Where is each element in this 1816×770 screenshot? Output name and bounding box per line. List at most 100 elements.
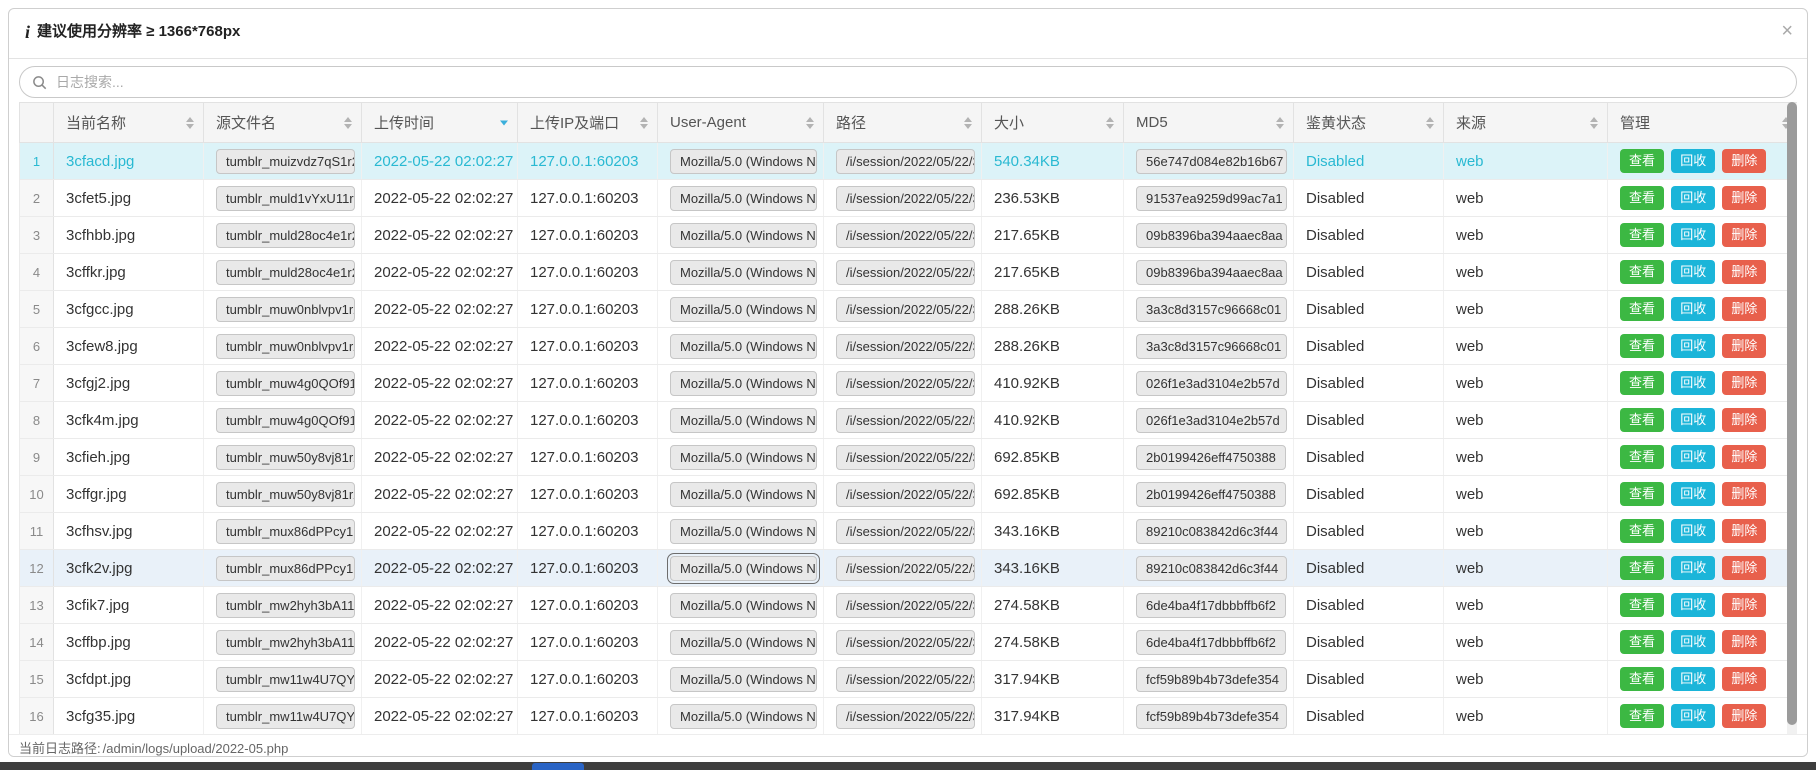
source-filename-pill[interactable]: tumblr_muizvdz7qS1r2 <box>216 148 355 174</box>
source-filename-pill[interactable]: tumblr_muw0nblvpv1r2 <box>216 333 355 359</box>
view-button[interactable]: 查看 <box>1620 186 1665 210</box>
table-scrollbar[interactable] <box>1787 102 1797 744</box>
source-filename-pill[interactable]: tumblr_muld1vYxU11r2 <box>216 185 355 211</box>
md5-pill[interactable]: fcf59b89b4b73defe354 <box>1136 666 1287 692</box>
user-agent-pill[interactable]: Mozilla/5.0 (Windows N <box>670 444 817 470</box>
user-agent-pill[interactable]: Mozilla/5.0 (Windows N <box>670 592 817 618</box>
path-pill[interactable]: /i/session/2022/05/22/3 <box>836 370 975 396</box>
table-row[interactable]: 8 3cfk4m.jpg tumblr_muw4g0QOf91r 2022-05… <box>19 401 1797 439</box>
delete-button[interactable]: 删除 <box>1722 630 1767 654</box>
md5-pill[interactable]: 89210c083842d6c3f44 <box>1136 555 1287 581</box>
recycle-button[interactable]: 回收 <box>1671 667 1716 691</box>
column-header[interactable]: 管理 <box>1607 102 1797 143</box>
delete-button[interactable]: 删除 <box>1722 334 1767 358</box>
recycle-button[interactable]: 回收 <box>1671 704 1716 728</box>
recycle-button[interactable]: 回收 <box>1671 297 1716 321</box>
scrollbar-thumb[interactable] <box>1787 102 1797 725</box>
md5-pill[interactable]: 91537ea9259d99ac7a1 <box>1136 185 1287 211</box>
source-filename-pill[interactable]: tumblr_muld28oc4e1r2 <box>216 259 355 285</box>
column-header[interactable]: 来源 <box>1443 102 1608 143</box>
view-button[interactable]: 查看 <box>1620 704 1665 728</box>
md5-pill[interactable]: 56e747d084e82b16b67 <box>1136 148 1287 174</box>
source-filename-pill[interactable]: tumblr_muw50y8vj81r2 <box>216 444 355 470</box>
user-agent-pill[interactable]: Mozilla/5.0 (Windows N <box>670 185 817 211</box>
view-button[interactable]: 查看 <box>1620 223 1665 247</box>
md5-pill[interactable]: 026f1e3ad3104e2b57d <box>1136 370 1287 396</box>
path-pill[interactable]: /i/session/2022/05/22/3 <box>836 555 975 581</box>
view-button[interactable]: 查看 <box>1620 593 1665 617</box>
table-row[interactable]: 1 3cfacd.jpg tumblr_muizvdz7qS1r2 2022-0… <box>19 142 1797 180</box>
path-pill[interactable]: /i/session/2022/05/22/3 <box>836 703 975 729</box>
table-row[interactable]: 4 3cffkr.jpg tumblr_muld28oc4e1r2 2022-0… <box>19 253 1797 291</box>
path-pill[interactable]: /i/session/2022/05/22/3 <box>836 518 975 544</box>
column-header[interactable]: User-Agent <box>657 102 824 143</box>
recycle-button[interactable]: 回收 <box>1671 519 1716 543</box>
recycle-button[interactable]: 回收 <box>1671 445 1716 469</box>
table-row[interactable]: 12 3cfk2v.jpg tumblr_mux86dPPcy1r 2022-0… <box>19 549 1797 587</box>
recycle-button[interactable]: 回收 <box>1671 186 1716 210</box>
column-header[interactable]: 大小 <box>981 102 1124 143</box>
view-button[interactable]: 查看 <box>1620 260 1665 284</box>
user-agent-pill[interactable]: Mozilla/5.0 (Windows N <box>670 407 817 433</box>
sort-icon[interactable] <box>186 116 194 129</box>
table-row[interactable]: 2 3cfet5.jpg tumblr_muld1vYxU11r2 2022-0… <box>19 179 1797 217</box>
md5-pill[interactable]: 09b8396ba394aaec8aa <box>1136 259 1287 285</box>
sort-icon[interactable] <box>1426 116 1434 129</box>
table-row[interactable]: 3 3cfhbb.jpg tumblr_muld28oc4e1r2 2022-0… <box>19 216 1797 254</box>
table-row[interactable]: 9 3cfieh.jpg tumblr_muw50y8vj81r2 2022-0… <box>19 438 1797 476</box>
column-header[interactable]: 上传时间 <box>361 102 518 143</box>
user-agent-pill[interactable]: Mozilla/5.0 (Windows N <box>670 370 817 396</box>
delete-button[interactable]: 删除 <box>1722 445 1767 469</box>
sort-desc-icon[interactable] <box>500 120 508 125</box>
user-agent-pill[interactable]: Mozilla/5.0 (Windows N <box>670 666 817 692</box>
view-button[interactable]: 查看 <box>1620 519 1665 543</box>
path-pill[interactable]: /i/session/2022/05/22/3 <box>836 592 975 618</box>
view-button[interactable]: 查看 <box>1620 371 1665 395</box>
source-filename-pill[interactable]: tumblr_muld28oc4e1r2 <box>216 222 355 248</box>
user-agent-pill[interactable]: Mozilla/5.0 (Windows N <box>670 481 817 507</box>
view-button[interactable]: 查看 <box>1620 482 1665 506</box>
table-row[interactable]: 10 3cffgr.jpg tumblr_muw50y8vj81r2 2022-… <box>19 475 1797 513</box>
md5-pill[interactable]: 2b0199426eff4750388 <box>1136 481 1286 507</box>
source-filename-pill[interactable]: tumblr_muw4g0QOf91r <box>216 407 355 433</box>
path-pill[interactable]: /i/session/2022/05/22/3 <box>836 222 975 248</box>
recycle-button[interactable]: 回收 <box>1671 371 1716 395</box>
md5-pill[interactable]: 2b0199426eff4750388 <box>1136 444 1286 470</box>
view-button[interactable]: 查看 <box>1620 556 1665 580</box>
sort-icon[interactable] <box>344 116 352 129</box>
path-pill[interactable]: /i/session/2022/05/22/3 <box>836 259 975 285</box>
delete-button[interactable]: 删除 <box>1722 519 1767 543</box>
md5-pill[interactable]: 3a3c8d3157c96668c01 <box>1136 296 1287 322</box>
view-button[interactable]: 查看 <box>1620 667 1665 691</box>
sort-icon[interactable] <box>1106 116 1114 129</box>
delete-button[interactable]: 删除 <box>1722 371 1767 395</box>
view-button[interactable]: 查看 <box>1620 630 1665 654</box>
recycle-button[interactable]: 回收 <box>1671 408 1716 432</box>
user-agent-pill[interactable]: Mozilla/5.0 (Windows N <box>670 629 817 655</box>
delete-button[interactable]: 删除 <box>1722 556 1767 580</box>
sort-icon[interactable] <box>1590 116 1598 129</box>
source-filename-pill[interactable]: tumblr_muw50y8vj81r2 <box>216 481 355 507</box>
recycle-button[interactable]: 回收 <box>1671 630 1716 654</box>
delete-button[interactable]: 删除 <box>1722 223 1767 247</box>
sort-icon[interactable] <box>964 116 972 129</box>
view-button[interactable]: 查看 <box>1620 297 1665 321</box>
user-agent-pill[interactable]: Mozilla/5.0 (Windows N <box>670 222 817 248</box>
path-pill[interactable]: /i/session/2022/05/22/3 <box>836 333 975 359</box>
path-pill[interactable]: /i/session/2022/05/22/3 <box>836 148 975 174</box>
sort-icon[interactable] <box>1782 116 1790 129</box>
table-row[interactable]: 14 3cffbp.jpg tumblr_mw2hyh3bA11r 2022-0… <box>19 623 1797 661</box>
column-header[interactable]: 路径 <box>823 102 982 143</box>
table-row[interactable]: 16 3cfg35.jpg tumblr_mw11w4U7QY1 2022-05… <box>19 697 1797 735</box>
partially-visible-blue-button[interactable] <box>532 763 584 770</box>
column-header[interactable]: 鉴黄状态 <box>1293 102 1444 143</box>
user-agent-pill[interactable]: Mozilla/5.0 (Windows N <box>670 333 817 359</box>
source-filename-pill[interactable]: tumblr_muw4g0QOf91r <box>216 370 355 396</box>
delete-button[interactable]: 删除 <box>1722 593 1767 617</box>
path-pill[interactable]: /i/session/2022/05/22/3 <box>836 629 975 655</box>
path-pill[interactable]: /i/session/2022/05/22/3 <box>836 666 975 692</box>
sort-icon[interactable] <box>806 116 814 129</box>
delete-button[interactable]: 删除 <box>1722 149 1767 173</box>
source-filename-pill[interactable]: tumblr_muw0nblvpv1r2 <box>216 296 355 322</box>
table-row[interactable]: 7 3cfgj2.jpg tumblr_muw4g0QOf91r 2022-05… <box>19 364 1797 402</box>
